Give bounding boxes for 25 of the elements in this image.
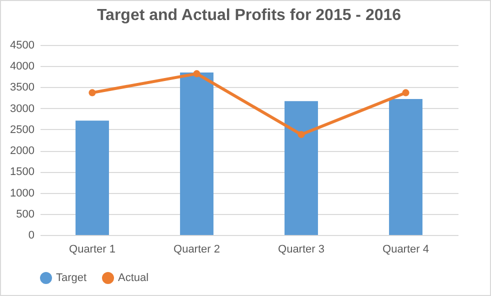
- legend-label: Actual: [118, 272, 149, 284]
- x-tick-label: Quarter 2: [174, 244, 220, 256]
- point: [298, 130, 305, 138]
- y-tick-label: 3500: [10, 82, 34, 94]
- bar: [389, 99, 422, 235]
- chart-title: Target and Actual Profits for 2015 - 2016: [96, 7, 402, 24]
- bar: [76, 120, 109, 235]
- y-tick-label: 2500: [10, 124, 34, 136]
- point: [402, 89, 410, 96]
- y-tick-label: 4500: [10, 40, 34, 52]
- y-tick-label: 0: [28, 230, 34, 242]
- y-tick-label: 500: [16, 208, 34, 220]
- y-tick-label: 3000: [10, 102, 34, 115]
- legend-label: Target: [56, 272, 87, 284]
- y-tick-label: 1500: [10, 166, 34, 178]
- y-tick-label: 2000: [10, 145, 34, 158]
- x-tick-label: Quarter 3: [278, 244, 324, 256]
- point: [193, 70, 200, 78]
- y-tick-label: 1000: [10, 187, 34, 200]
- point: [88, 89, 96, 96]
- y-tick-label: 4000: [10, 60, 34, 73]
- bar: [284, 101, 318, 235]
- x-tick-label: Quarter 1: [69, 244, 116, 256]
- x-tick-label: Quarter 4: [382, 244, 429, 256]
- bar: [180, 72, 214, 235]
